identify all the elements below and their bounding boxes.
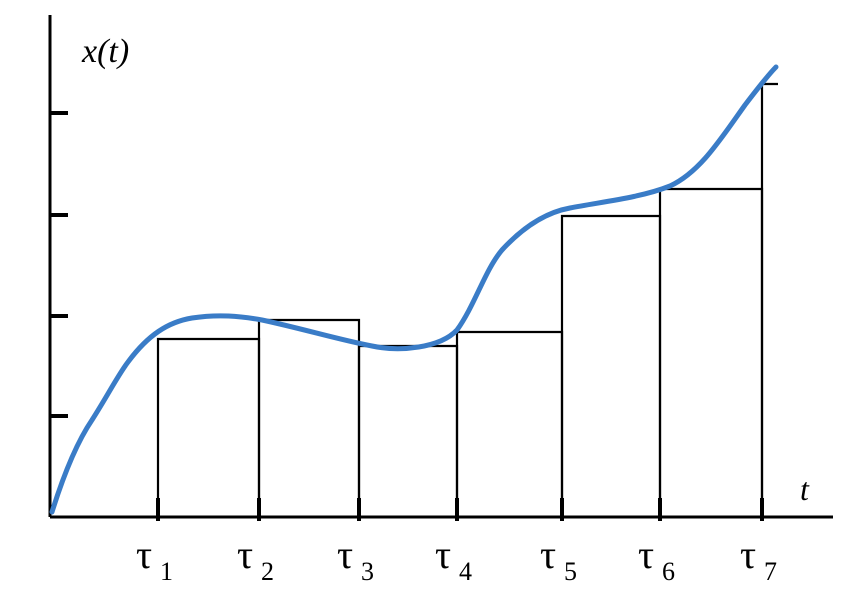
step-rectangles <box>156 82 778 517</box>
tau-symbol: τ <box>136 532 152 577</box>
tau-subscript: 5 <box>564 557 577 586</box>
step-rect-3 <box>357 344 459 517</box>
step-rect-5 <box>560 214 662 517</box>
y-axis-ticks <box>50 111 68 418</box>
tau-label-2: τ 2 <box>237 532 274 586</box>
tau-subscript: 6 <box>662 557 675 586</box>
tau-symbol: τ <box>337 532 353 577</box>
tau-label-6: τ 6 <box>638 532 675 586</box>
tau-symbol: τ <box>540 532 556 577</box>
tau-label-1: τ 1 <box>136 532 173 586</box>
tau-subscript: 2 <box>261 557 274 586</box>
tau-subscript: 1 <box>160 557 173 586</box>
tau-label-4: τ 4 <box>435 532 472 586</box>
tau-subscript: 4 <box>459 557 472 586</box>
step-rect-2 <box>257 318 361 517</box>
step-rect-1 <box>156 337 261 517</box>
step-rect-7 <box>760 82 778 517</box>
tau-labels: τ 1 τ 2 τ 3 τ 4 τ 5 τ 6 τ 7 <box>136 532 777 586</box>
tau-symbol: τ <box>435 532 451 577</box>
tau-label-7: τ 7 <box>740 532 777 586</box>
tau-subscript: 3 <box>361 557 374 586</box>
tau-label-5: τ 5 <box>540 532 577 586</box>
tau-subscript: 7 <box>764 557 777 586</box>
x-axis-label: t <box>800 471 810 507</box>
y-axis-label: x(t) <box>81 33 129 70</box>
step-rect-4 <box>455 330 564 517</box>
step-rect-6 <box>658 187 764 517</box>
tau-label-3: τ 3 <box>337 532 374 586</box>
signal-curve <box>49 64 779 515</box>
tau-symbol: τ <box>638 532 654 577</box>
tau-symbol: τ <box>237 532 253 577</box>
tau-symbol: τ <box>740 532 756 577</box>
